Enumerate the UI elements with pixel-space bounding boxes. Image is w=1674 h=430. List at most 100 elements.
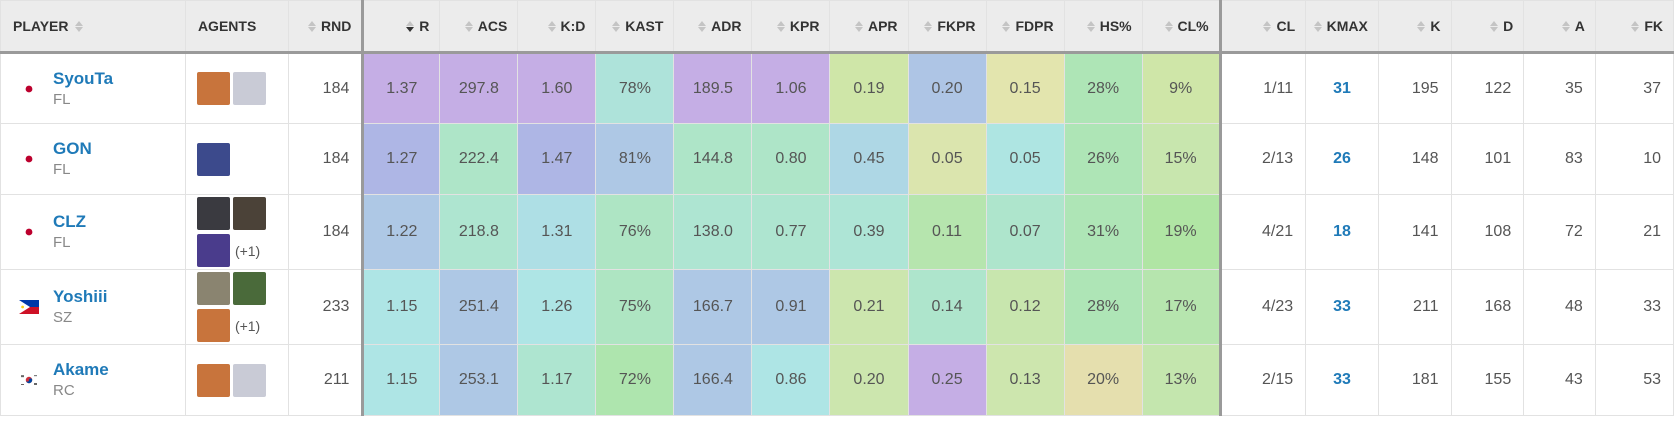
stat-kast-cell: 72% xyxy=(595,344,675,416)
table-row: SyouTa FL 184 1.37 297.8 1.60 78% 189.5 1.06 0.1… xyxy=(0,52,1674,124)
player-name-link[interactable]: Akame xyxy=(53,360,109,379)
sort-icon[interactable] xyxy=(924,20,933,33)
header-rnd[interactable]: RND xyxy=(287,0,364,54)
agents-cell: (+1) xyxy=(184,269,289,345)
more-agents-count: (+1) xyxy=(234,242,261,259)
sort-icon[interactable] xyxy=(1417,20,1426,33)
sort-icon[interactable] xyxy=(1631,20,1640,33)
more-agents-count: (+1) xyxy=(234,317,261,334)
header-fdpr[interactable]: FDPR xyxy=(985,0,1065,54)
first-kills-cell: 37 xyxy=(1594,52,1674,124)
kmax-link[interactable]: 33 xyxy=(1305,269,1379,345)
stat-acs-cell: 251.4 xyxy=(439,269,519,345)
stat-kpr-cell: 0.91 xyxy=(751,269,831,345)
header-a[interactable]: A xyxy=(1523,0,1596,54)
stat-fkpr-cell: 0.05 xyxy=(907,123,987,195)
header-kpr[interactable]: KPR xyxy=(751,0,831,54)
stat-fdpr-cell: 0.12 xyxy=(985,269,1065,345)
stat-apr-cell: 0.39 xyxy=(829,194,909,270)
assists-cell: 43 xyxy=(1523,344,1596,416)
header-kd[interactable]: K:D xyxy=(517,0,597,54)
kmax-link[interactable]: 18 xyxy=(1305,194,1379,270)
header-acs[interactable]: ACS xyxy=(439,0,519,54)
header-fkpr[interactable]: FKPR xyxy=(907,0,987,54)
sort-icon[interactable] xyxy=(74,20,83,33)
stat-kd-cell: 1.60 xyxy=(517,52,597,124)
orange-agent-icon xyxy=(196,363,230,397)
first-kills-cell: 21 xyxy=(1594,194,1674,270)
stat-kpr-cell: 0.80 xyxy=(751,123,831,195)
stat-kd-cell: 1.47 xyxy=(517,123,597,195)
clutches-cell: 2/15 xyxy=(1219,344,1307,416)
header-player[interactable]: PLAYER xyxy=(0,0,186,54)
kmax-link[interactable]: 33 xyxy=(1305,344,1379,416)
sort-icon[interactable] xyxy=(1164,20,1173,33)
sort-icon[interactable] xyxy=(1313,20,1322,33)
bearded-agent-icon xyxy=(232,197,266,230)
sort-icon[interactable] xyxy=(1561,20,1570,33)
sort-icon[interactable] xyxy=(1490,20,1499,33)
header-hs[interactable]: HS% xyxy=(1063,0,1143,54)
header-apr[interactable]: APR xyxy=(829,0,909,54)
player-name-link[interactable]: Yoshiii xyxy=(53,287,108,306)
player-name-link[interactable]: GON xyxy=(53,139,92,158)
flag-kr-icon xyxy=(19,373,39,387)
stat-acs-cell: 253.1 xyxy=(439,344,519,416)
flag-jp-icon xyxy=(19,225,39,239)
agents-cell xyxy=(184,123,289,195)
header-rating[interactable]: R xyxy=(361,0,441,54)
stat-fdpr-cell: 0.05 xyxy=(985,123,1065,195)
kmax-link[interactable]: 31 xyxy=(1305,52,1379,124)
stat-fdpr-cell: 0.07 xyxy=(985,194,1065,270)
player-cell[interactable]: CLZ FL xyxy=(0,194,186,270)
hat-agent-icon xyxy=(196,272,230,305)
sort-icon[interactable] xyxy=(547,20,556,33)
stat-kast-cell: 81% xyxy=(595,123,675,195)
deaths-cell: 122 xyxy=(1450,52,1525,124)
stat-rating-cell: 1.27 xyxy=(361,123,441,195)
kmax-link[interactable]: 26 xyxy=(1305,123,1379,195)
stat-adr-cell: 166.4 xyxy=(673,344,753,416)
header-cl[interactable]: CL xyxy=(1219,0,1307,54)
header-fk[interactable]: FK xyxy=(1594,0,1674,54)
sort-desc-icon[interactable] xyxy=(406,20,415,33)
flag-jp-icon xyxy=(19,152,39,166)
sort-icon[interactable] xyxy=(1002,20,1011,33)
sort-icon[interactable] xyxy=(854,20,863,33)
sort-icon[interactable] xyxy=(464,20,473,33)
green-agent-icon xyxy=(232,272,266,305)
player-cell[interactable]: Akame RC xyxy=(0,344,186,416)
sort-icon[interactable] xyxy=(308,20,317,33)
header-adr[interactable]: ADR xyxy=(673,0,753,54)
stat-hs-cell: 28% xyxy=(1063,52,1143,124)
stat-rating-cell: 1.15 xyxy=(361,344,441,416)
deaths-cell: 108 xyxy=(1450,194,1525,270)
header-k[interactable]: K xyxy=(1377,0,1452,54)
sort-icon[interactable] xyxy=(776,20,785,33)
white-agent-icon xyxy=(232,363,266,397)
first-kills-cell: 33 xyxy=(1594,269,1674,345)
stat-kast-cell: 75% xyxy=(595,269,675,345)
flag-ph-icon xyxy=(19,300,39,314)
player-stats-table: PLAYER AGENTS RND R ACS K:D KAST ADR KPR… xyxy=(0,0,1674,416)
header-kast[interactable]: KAST xyxy=(595,0,675,54)
agents-cell xyxy=(184,52,289,124)
assists-cell: 35 xyxy=(1523,52,1596,124)
player-cell[interactable]: GON FL xyxy=(0,123,186,195)
stat-cl-pct-cell: 9% xyxy=(1141,52,1222,124)
player-cell[interactable]: SyouTa FL xyxy=(0,52,186,124)
stat-fkpr-cell: 0.20 xyxy=(907,52,987,124)
sort-icon[interactable] xyxy=(1086,20,1095,33)
clutches-cell: 4/21 xyxy=(1219,194,1307,270)
player-name-link[interactable]: SyouTa xyxy=(53,68,114,88)
header-kmax[interactable]: KMAX xyxy=(1305,0,1379,54)
player-name-link[interactable]: CLZ xyxy=(53,212,87,231)
sort-icon[interactable] xyxy=(1263,20,1272,33)
sort-icon[interactable] xyxy=(698,20,707,33)
clutches-cell: 2/13 xyxy=(1219,123,1307,195)
dark-blue-agent-icon xyxy=(196,142,230,176)
player-cell[interactable]: Yoshiii SZ xyxy=(0,269,186,345)
header-d[interactable]: D xyxy=(1450,0,1525,54)
header-cl-pct[interactable]: CL% xyxy=(1141,0,1222,54)
sort-icon[interactable] xyxy=(612,20,621,33)
